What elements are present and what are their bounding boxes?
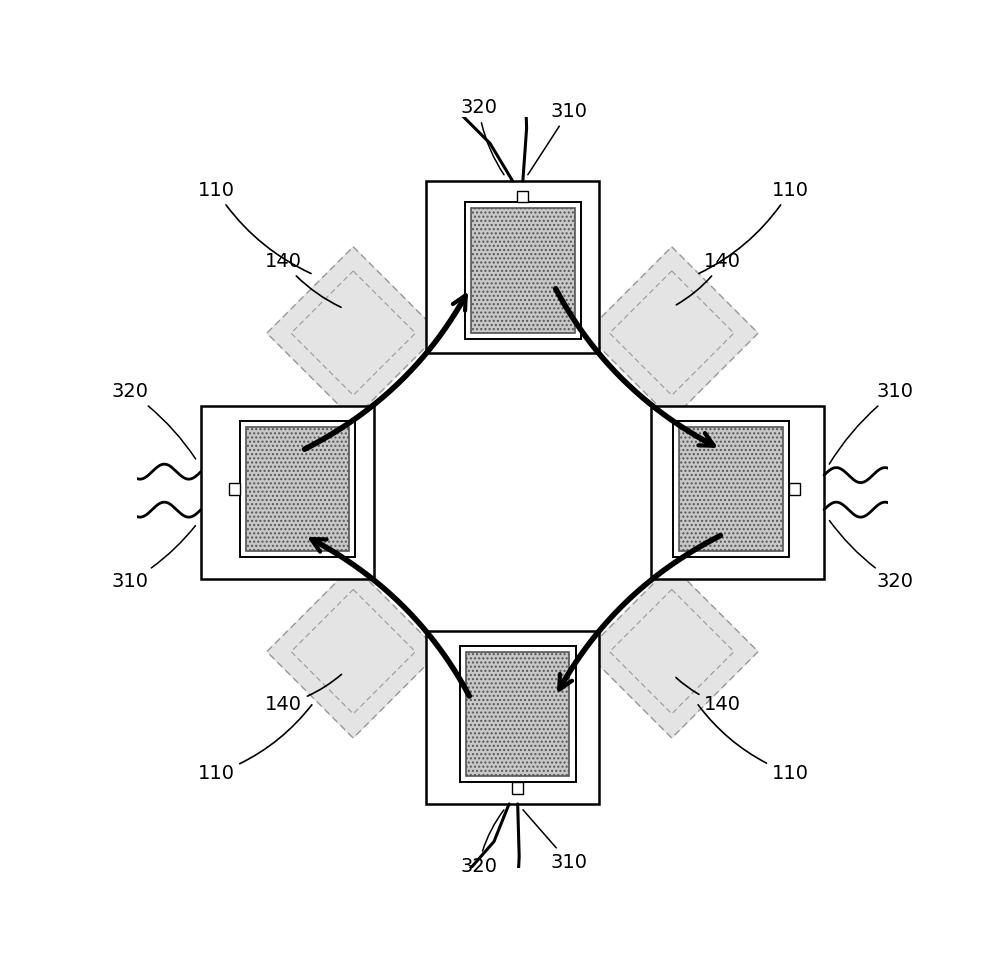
Text: 110: 110 (698, 705, 809, 783)
Text: 110: 110 (197, 180, 311, 274)
Text: 110: 110 (699, 180, 809, 273)
Bar (229, 484, 240, 494)
Bar (426, 180, 599, 354)
Text: 310: 310 (523, 810, 587, 872)
Polygon shape (267, 247, 440, 419)
Text: 320: 320 (460, 810, 504, 876)
Text: 140: 140 (676, 678, 741, 714)
Bar (789, 484, 800, 494)
Text: 310: 310 (528, 102, 587, 175)
Text: 320: 320 (111, 382, 196, 459)
Text: 320: 320 (829, 521, 914, 592)
Bar (517, 191, 528, 203)
Polygon shape (585, 566, 758, 738)
Bar (460, 646, 576, 782)
Text: 310: 310 (829, 382, 914, 464)
Bar (673, 421, 789, 557)
Text: 110: 110 (197, 705, 312, 783)
Bar (512, 782, 523, 794)
Polygon shape (267, 566, 440, 738)
Polygon shape (585, 247, 758, 419)
Bar (240, 421, 355, 557)
Bar (466, 652, 569, 776)
Bar (679, 427, 783, 551)
Bar (201, 406, 374, 579)
Text: 320: 320 (460, 98, 504, 175)
Bar (426, 631, 599, 804)
Text: 310: 310 (111, 526, 195, 592)
Text: 140: 140 (265, 253, 341, 307)
Bar (465, 203, 581, 338)
Text: 140: 140 (265, 675, 341, 714)
Bar (651, 406, 824, 579)
Bar (471, 209, 575, 332)
Text: 140: 140 (676, 253, 741, 305)
Bar (246, 427, 349, 551)
